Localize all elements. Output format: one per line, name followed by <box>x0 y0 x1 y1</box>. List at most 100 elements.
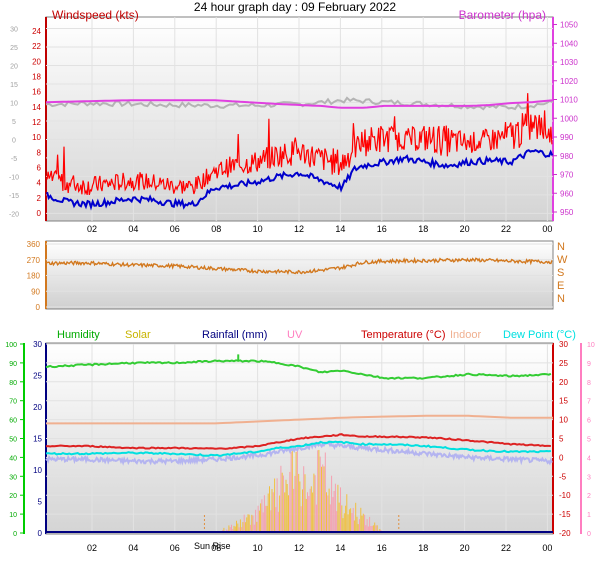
x-tick-label: 18 <box>418 543 428 553</box>
rain-tick-label: 20 <box>33 403 42 412</box>
barometer-line <box>45 99 554 109</box>
x-tick-label: 04 <box>128 224 138 234</box>
direction-tick-label: 90 <box>31 287 40 296</box>
baro-tick-label: 1040 <box>560 39 578 48</box>
x-tick-label: 14 <box>335 224 345 234</box>
compass-label: N <box>557 293 565 305</box>
inner-tick-label: -20 <box>9 211 19 218</box>
uv-tick-label: 9 <box>587 361 591 368</box>
x-tick-label: 12 <box>294 224 304 234</box>
indoor-line <box>46 414 553 425</box>
baro-tick-label: 990 <box>560 133 574 142</box>
wind-tick-label: 16 <box>32 88 41 97</box>
baro-axis-title: Barometer (hpa) <box>459 8 546 22</box>
baro-tick-label: 950 <box>560 208 574 217</box>
x-tick-label: 14 <box>335 543 345 553</box>
compass-label: S <box>557 267 564 279</box>
humidity-tick-label: 90 <box>9 361 17 368</box>
wind-tick-label: 14 <box>32 103 41 112</box>
direction-tick-label: 270 <box>27 256 41 265</box>
humidity-tick-label: 60 <box>9 418 17 425</box>
baro-tick-label: 1020 <box>560 77 578 86</box>
inner-tick-label: -15 <box>9 193 19 200</box>
wind-tick-label: 4 <box>37 179 42 188</box>
uv-tick-label: 10 <box>587 342 595 349</box>
rain-tick-labels: 30 25 20 15 10 5 0 <box>33 340 42 538</box>
inner-tick-label: 5 <box>12 119 16 126</box>
temp-tick-label: 15 <box>559 397 568 406</box>
wind-x-tick-labels: 02 04 06 08 10 12 14 16 18 20 22 00 <box>87 224 552 234</box>
humidity-tick-label: 20 <box>9 493 17 500</box>
legend-label: Temperature (°C) <box>361 329 445 341</box>
uv-tick-label: 8 <box>587 380 591 387</box>
x-tick-label: 12 <box>294 543 304 553</box>
humidity-tick-label: 100 <box>5 342 17 349</box>
temp-x-tick-labels: 02 04 06 08 10 12 14 16 18 20 22 00 <box>87 543 552 553</box>
uv-tick-label: 3 <box>587 474 591 481</box>
legend-label: Indoor <box>450 329 482 341</box>
x-tick-label: 20 <box>460 224 470 234</box>
rain-tick-label: 15 <box>33 435 42 444</box>
x-tick-label: 22 <box>501 224 511 234</box>
compass-label: E <box>557 280 564 292</box>
x-tick-label: 08 <box>211 543 221 553</box>
wind-tick-label: 8 <box>37 148 42 157</box>
rain-tick-label: 5 <box>38 498 43 507</box>
rain-tick-label: 30 <box>33 340 42 349</box>
uv-tick-label: 0 <box>587 531 591 538</box>
wind-series <box>45 93 554 211</box>
baro-tick-label: 1030 <box>560 58 578 67</box>
wind-tick-label: 12 <box>32 118 41 127</box>
baro-tick-label: 980 <box>560 152 574 161</box>
rain-tick-label: 10 <box>33 466 42 475</box>
wind-tick-label: 24 <box>32 27 41 36</box>
uv-tick-label: 2 <box>587 493 591 500</box>
direction-tick-label: 0 <box>36 303 41 312</box>
direction-line <box>46 256 553 276</box>
direction-gridlines <box>46 243 553 308</box>
legend-label: Rainfall (mm) <box>202 329 267 341</box>
temperature-line <box>45 433 551 450</box>
direction-tick-label: 360 <box>27 240 41 249</box>
uv-tick-label: 4 <box>587 455 591 462</box>
sunrise-label: Sun Rise <box>194 541 231 551</box>
compass-label: N <box>557 241 565 253</box>
temp-humidity-panel: Humidity Solar Rainfall (mm) UV Temperature … <box>5 329 595 553</box>
baro-tick-label: 1010 <box>560 96 578 105</box>
dew-point-line <box>45 440 552 457</box>
x-tick-label: 10 <box>253 543 263 553</box>
inner-tick-label: 15 <box>10 82 18 89</box>
x-tick-label: 20 <box>460 543 470 553</box>
chart-title: 24 hour graph day : 09 February 2022 <box>194 0 396 14</box>
humidity-tick-label: 40 <box>9 455 17 462</box>
wind-gust-line <box>46 93 553 196</box>
temp-series <box>45 354 553 534</box>
humidity-tick-label: 0 <box>13 531 17 538</box>
baro-tick-label: 960 <box>560 189 574 198</box>
legend-label: Humidity <box>57 329 100 341</box>
humidity-tick-label: 80 <box>9 380 17 387</box>
direction-tick-labels: 360 270 180 90 0 <box>27 240 41 312</box>
humidity-tick-label: 10 <box>9 512 17 519</box>
humidity-tick-label: 30 <box>9 474 17 481</box>
dew-band-line <box>45 441 553 466</box>
x-tick-label: 04 <box>128 543 138 553</box>
baro-tick-label: 1050 <box>560 21 578 30</box>
legend-label: Dew Point (°C) <box>503 329 576 341</box>
x-tick-label: 00 <box>542 224 552 234</box>
wind-gridlines <box>46 17 553 221</box>
x-tick-label: 00 <box>542 543 552 553</box>
wind-axis-title: Windspeed (kts) <box>52 8 139 22</box>
wind-tick-label: 2 <box>37 194 42 203</box>
x-tick-label: 02 <box>87 543 97 553</box>
x-tick-label: 18 <box>418 224 428 234</box>
x-tick-label: 22 <box>501 543 511 553</box>
x-tick-label: 02 <box>87 224 97 234</box>
humidity-tick-label: 50 <box>9 437 17 444</box>
